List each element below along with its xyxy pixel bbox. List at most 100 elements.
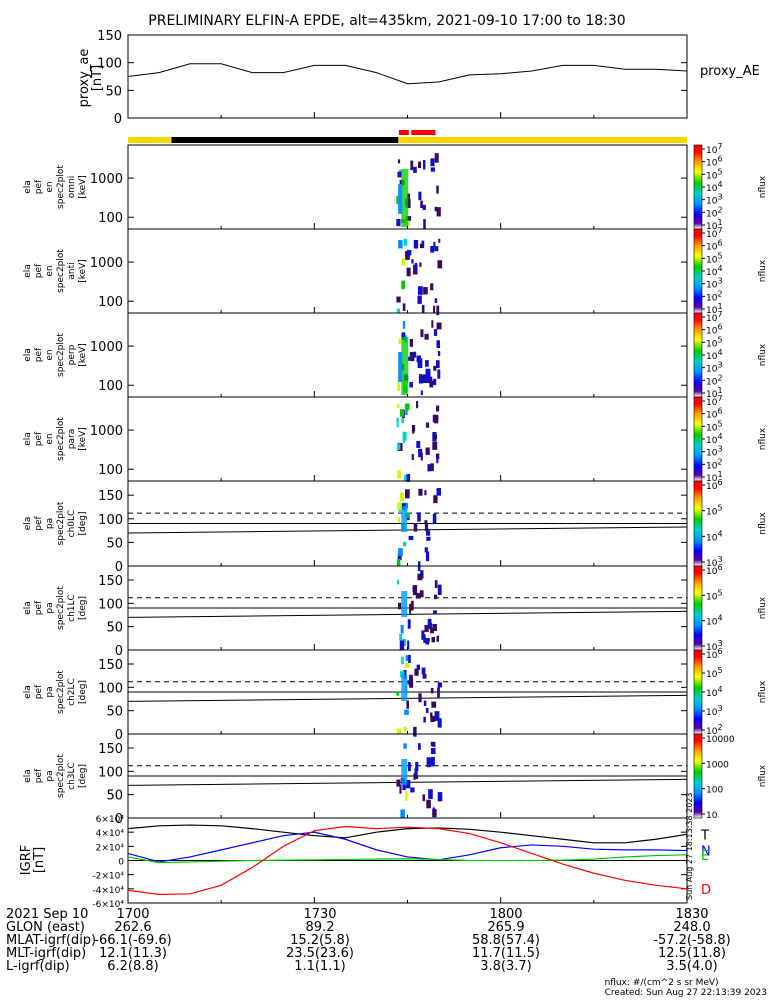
spectrogram-cell [430,747,436,755]
spectrogram-cell [431,701,437,708]
footer-value: 1.1(1.1) [294,959,346,974]
footer-value: 11.7(11.5) [471,946,541,961]
colorbar-tick-exponent: 5 [717,167,722,176]
y-label-line: ch3LC [67,762,77,790]
spectrogram-cell [418,488,423,496]
spectrogram-cell [432,742,436,747]
y-label-line: pef [34,684,44,699]
y-label-line: [deg] [78,764,88,788]
spectrogram-cell [424,625,429,632]
spectrogram-cell [398,240,403,249]
spectrogram-cell [437,792,443,802]
spectrogram-data-cells [396,401,440,482]
igrf-legend-D: D [701,883,711,898]
spectrogram-cell [407,619,411,629]
y-label-line: [keV] [78,343,88,367]
colorbar-label: nflux [758,764,768,787]
spectrogram-cell [406,515,410,521]
igrf-y-axis-label: IGRF[nT] [19,845,47,875]
y-label-line: spec2plot [56,754,66,798]
spectrogram-cell [420,329,424,338]
y-tick-label: 100 [98,681,123,696]
y-label-line: pef [34,263,44,278]
y-label-line: pa [45,602,55,613]
colorbar-label: nflux [758,596,768,619]
y-tick-label: 50 [106,705,123,720]
colorbar-tick-exponent: 3 [717,555,722,564]
colorbar-tick-exponent: 5 [717,666,722,675]
ae-y-tick-label: 50 [105,84,122,99]
y-tick-label: 100 [98,597,123,612]
y-label-line: [keV] [78,427,88,451]
spectrogram-cell [406,249,412,256]
spectrogram-cell [400,624,404,634]
footer-label: MLAT-igrf(dip) [6,933,97,948]
spectrogram-cell [406,216,412,221]
spectrogram-cell [430,627,434,634]
colorbar-tick-exponent: 4 [717,180,722,189]
spectrogram-cell [424,547,428,553]
colorbar-tick-label: 100 [706,786,723,796]
y-label-line: pef [34,431,44,446]
colorbar-tick-exponent: 1 [717,218,722,227]
spectrogram-cell [436,635,439,642]
colorbar-tick-label: 105 [706,666,723,680]
spectrogram-cell [396,195,400,205]
footer-value: 3.5(4.0) [666,959,718,974]
spectrogram-data-cells [396,238,443,316]
spectrogram-cell [415,401,419,409]
spectrogram-cell [428,789,433,799]
spectrogram-cell [428,376,433,382]
spectrogram-cell [409,339,414,347]
y-label-line: en [45,349,55,360]
spectrogram-cell [427,618,432,629]
footer-value: 89.2 [305,920,335,935]
colorbar-tick-label: 104 [706,614,723,628]
colorbar-label: nflux [758,427,768,450]
colorbar-tick-exponent: 5 [717,335,722,344]
y-label-line: pef [34,347,44,362]
x-tick-label: 1800 [489,907,523,922]
spectrogram-cell [406,700,410,709]
spectrogram-cell [407,680,411,685]
ae-panel-frame [127,34,688,119]
spectrogram-cell [411,259,414,264]
ae-y-tick-label: 100 [97,57,122,72]
spectrogram-core-cell [398,352,403,382]
spectrogram-cell [402,541,407,547]
igrf-series-N-line [127,831,688,863]
y-label-line: en [45,265,55,276]
spectrogram-cell [399,409,405,417]
igrf-y-tick-label: 4×10⁴ [96,829,125,839]
spectrogram-cell [430,715,435,723]
spectrogram-cell [404,709,409,715]
colorbar [693,396,703,482]
colorbar-tick-exponent: 6 [717,478,722,487]
spectrogram-cell [413,775,419,780]
spectrogram-cell [413,351,417,358]
spectrogram-cell [410,160,414,171]
spectrogram-cell [415,592,421,599]
y-tick-label: 100 [98,513,123,528]
spectrogram-cell [416,664,421,670]
colorbar-tick-exponent: 4 [717,264,722,273]
y-label-line: ela [23,432,33,446]
status-bar-red [398,130,409,135]
spectrogram-cell [414,263,418,273]
spectrogram-cell [413,166,417,173]
footer-value: 265.9 [487,920,525,935]
y-tick-label: 150 [98,658,123,673]
spectrogram-cell [429,380,434,388]
spectrogram-cell [410,787,415,793]
spectrogram-y-axis-label: elapefpaspec2plotch0LC[deg] [23,501,88,545]
colorbar-tick-exponent: 7 [717,394,722,403]
y-tick-label: 150 [98,742,123,757]
colorbar-tick-exponent: 4 [717,529,722,538]
footer-value: 58.8(57.4) [471,933,541,948]
spectrogram-cell [401,258,406,266]
igrf-y-tick-label: 0 [118,858,124,868]
spectrogram-cell [435,360,440,369]
spectrogram-cell [433,305,436,313]
igrf-legend-T: T [700,828,709,843]
